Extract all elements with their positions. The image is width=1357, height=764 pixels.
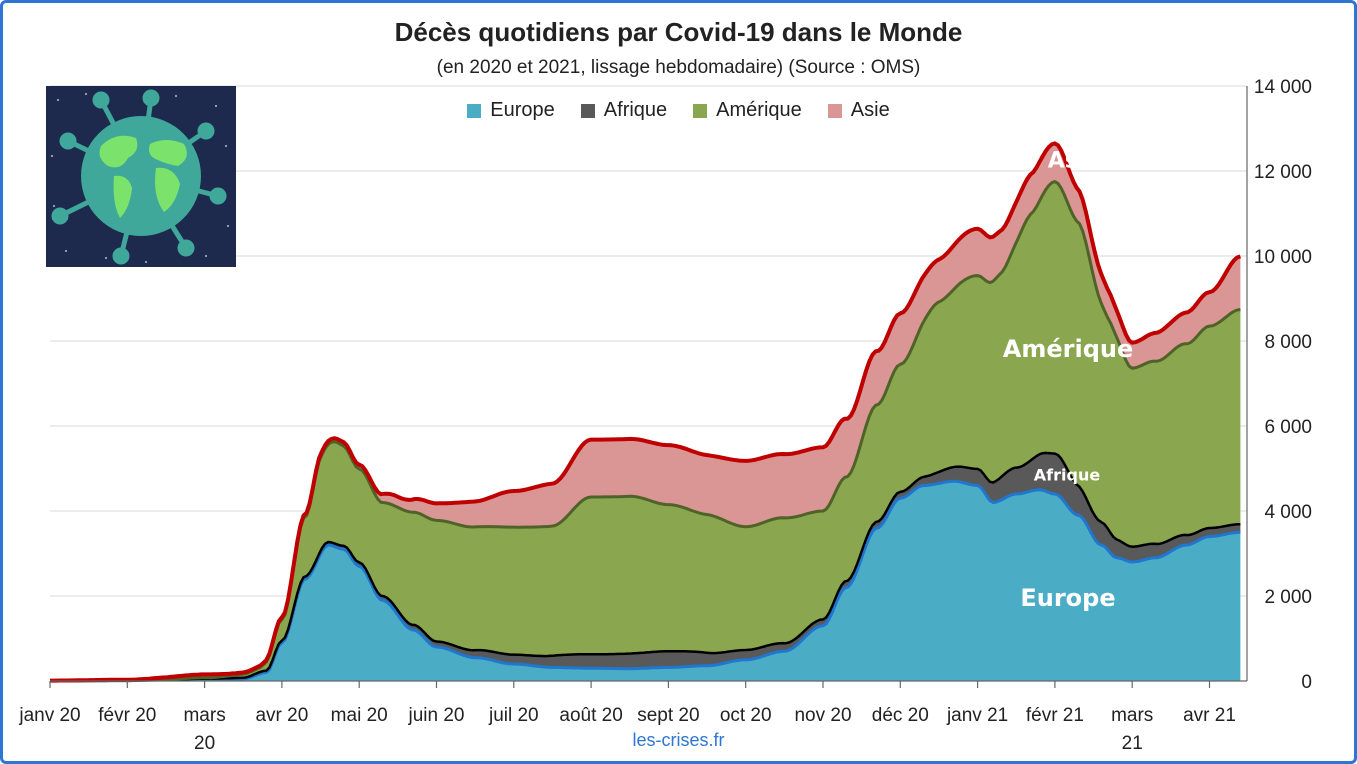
x-tick-label: juil 20	[488, 705, 539, 726]
series-lines	[50, 141, 1242, 683]
globe-virus-icon	[46, 86, 236, 267]
axes: 0 2 000 4 000 6 000 8 000 10 000 12 000 14 000 j…	[18, 77, 1312, 754]
legend-item-europe[interactable]: Europe	[467, 99, 555, 122]
y-tick-label: 14 000	[1254, 77, 1312, 98]
legend-label-europe: Europe	[490, 99, 555, 121]
legend-swatch-afrique	[580, 103, 595, 118]
x-tick-label: oct 20	[720, 705, 772, 726]
legend-swatch-amerique	[693, 103, 708, 118]
y-tick-label: 2 000	[1264, 587, 1312, 608]
legend-item-afrique[interactable]: Afrique	[580, 99, 668, 122]
legend-label-amerique: Amérique	[716, 99, 802, 121]
x-tick-label: mai 20	[331, 705, 388, 726]
x-tick-label: mars 21	[1111, 705, 1153, 754]
y-tick-label: 6 000	[1264, 417, 1312, 438]
y-tick-label: 8 000	[1264, 332, 1312, 353]
x-tick-label: janv 21	[946, 705, 1008, 726]
chart-title: Décès quotidiens par Covid-19 dans le Mo…	[394, 17, 963, 47]
stacked-areas	[50, 143, 1241, 681]
y-tick-label: 4 000	[1264, 502, 1312, 523]
y-tick-label: 12 000	[1254, 162, 1312, 183]
area-amerique	[50, 181, 1241, 681]
chart-subtitle: (en 2020 et 2021, lissage hebdomadaire) …	[436, 57, 921, 78]
area-label-afrique: Afrique	[1033, 465, 1101, 485]
legend-label-asie: Asie	[850, 99, 890, 121]
line-asie	[50, 141, 1242, 683]
x-tick-label: déc 20	[872, 705, 929, 726]
x-tick-label: août 20	[559, 705, 622, 726]
area-label-asie: Asie	[1047, 148, 1101, 174]
x-tick-label: avr 20	[255, 705, 308, 726]
y-tick-label: 10 000	[1254, 247, 1312, 268]
legend-swatch-asie	[827, 103, 842, 118]
legend-swatch-europe	[467, 103, 482, 118]
legend-label-afrique: Afrique	[603, 99, 668, 121]
x-tick-label: févr 21	[1026, 705, 1084, 726]
legend-item-asie[interactable]: Asie	[827, 99, 890, 122]
x-tick-label: avr 21	[1183, 705, 1236, 726]
x-tick-label: sept 20	[637, 705, 699, 726]
x-tick-label: janv 20	[18, 705, 80, 726]
area-asie	[50, 143, 1241, 681]
area-label-europe: Europe	[1020, 584, 1116, 612]
x-tick-label: nov 20	[794, 705, 851, 726]
legend: Europe Afrique Amérique Asie	[0, 99, 1357, 122]
area-label-amerique: Amérique	[1002, 335, 1134, 363]
y-tick-label: 0	[1301, 672, 1312, 693]
legend-item-amerique[interactable]: Amérique	[693, 99, 802, 122]
source-credit[interactable]: les-crises.fr	[632, 730, 725, 750]
area-europe	[50, 481, 1241, 681]
x-tick-label: mars 20	[183, 705, 225, 754]
x-tick-label: juin 20	[408, 705, 465, 726]
line-afrique	[50, 451, 1241, 683]
x-tick-label: févr 20	[98, 705, 156, 726]
